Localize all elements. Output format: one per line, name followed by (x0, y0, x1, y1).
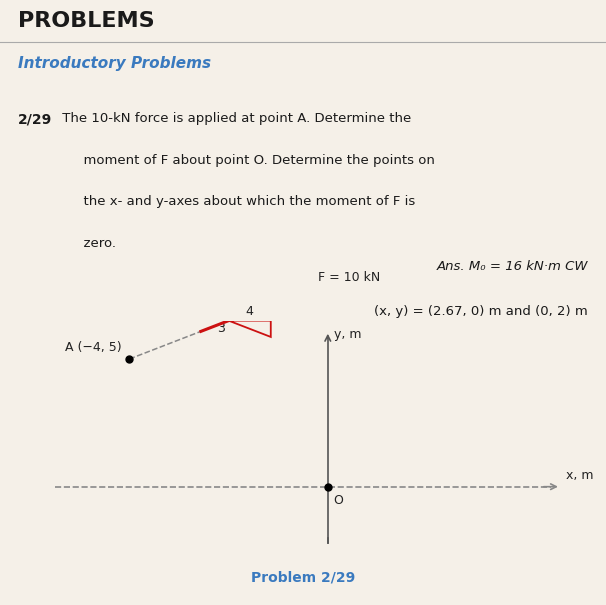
Text: A (−4, 5): A (−4, 5) (65, 341, 122, 354)
Text: Introductory Problems: Introductory Problems (18, 56, 211, 71)
Text: 4: 4 (246, 304, 254, 318)
Text: (x, y) = (2.67, 0) m and (0, 2) m: (x, y) = (2.67, 0) m and (0, 2) m (374, 306, 588, 318)
Text: 3: 3 (217, 322, 225, 335)
Text: F = 10 kN: F = 10 kN (318, 270, 380, 284)
Text: O: O (334, 494, 344, 508)
Text: Ans. M₀ = 16 kN·m CW: Ans. M₀ = 16 kN·m CW (436, 260, 588, 273)
Text: zero.: zero. (58, 237, 116, 249)
Text: the x- and y-axes about which the moment of F is: the x- and y-axes about which the moment… (58, 195, 415, 208)
Text: 2/29: 2/29 (18, 113, 53, 126)
Text: The 10-kN force is applied at point A. Determine the: The 10-kN force is applied at point A. D… (58, 113, 411, 125)
Text: PROBLEMS: PROBLEMS (18, 10, 155, 30)
Text: y, m: y, m (334, 329, 361, 341)
Text: x, m: x, m (566, 469, 593, 482)
Text: Problem 2/29: Problem 2/29 (251, 571, 355, 585)
Text: moment of F about point O. Determine the points on: moment of F about point O. Determine the… (58, 154, 435, 167)
